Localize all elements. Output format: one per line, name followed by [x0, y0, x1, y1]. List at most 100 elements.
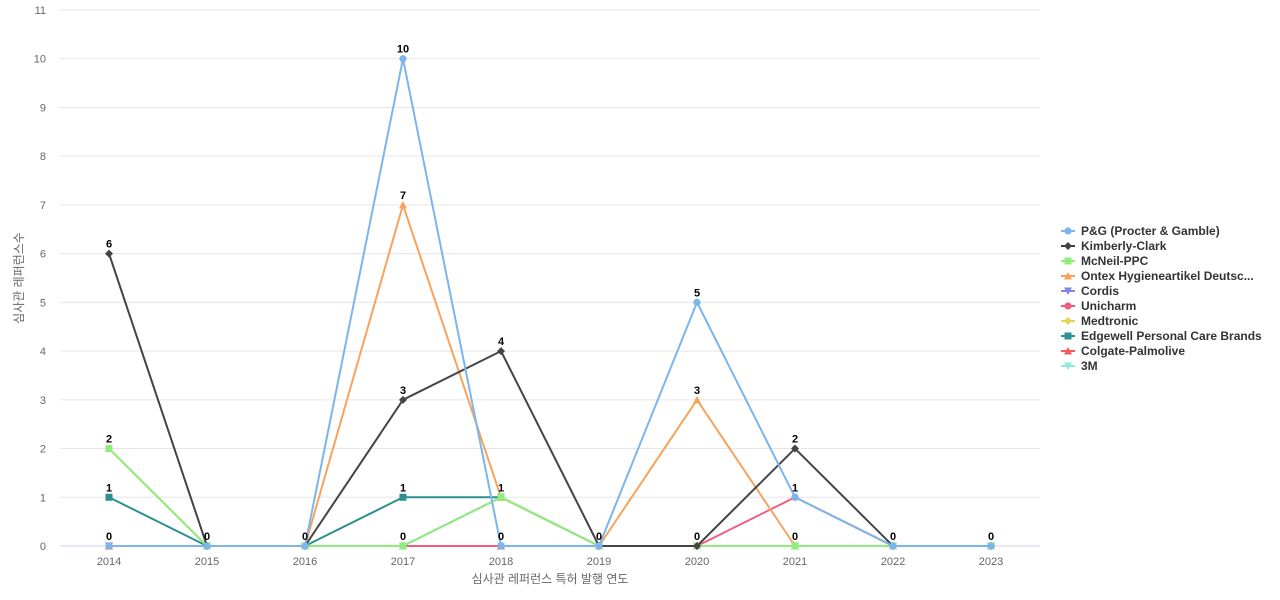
data-label: 6 [106, 239, 112, 251]
point-mcneil-ppc[interactable] [399, 542, 407, 550]
point-legend-unicharm [1064, 302, 1072, 310]
legend-label-cordis: Cordis [1081, 284, 1119, 298]
legend-label-colgate-palmolive: Colgate-Palmolive [1081, 344, 1185, 358]
point-kimberly-clark[interactable] [497, 347, 505, 356]
point-kimberly-clark[interactable] [399, 395, 407, 404]
point-legend-p-g-procter-gamble [1064, 227, 1072, 235]
point-p-g-procter-gamble[interactable] [595, 542, 603, 550]
legend-item-ontex-hygieneartikel-deutsc[interactable]: Ontex Hygieneartikel Deutsc... [1061, 269, 1254, 283]
series-line-ontex-hygieneartikel-deutsc [108, 203, 991, 547]
point-mcneil-ppc[interactable] [497, 493, 505, 501]
point-p-g-procter-gamble[interactable] [693, 298, 701, 306]
y-tick-label: 4 [40, 346, 46, 358]
point-kimberly-clark[interactable] [791, 444, 799, 453]
gridlines [60, 9, 1040, 498]
legend-label-edgewell-personal-care-brands: Edgewell Personal Care Brands [1081, 329, 1262, 343]
point-kimberly-clark[interactable] [693, 542, 701, 550]
point-ontex-hygieneartikel-deutsc[interactable] [399, 200, 407, 209]
point-p-g-procter-gamble[interactable] [497, 542, 505, 550]
data-label: 0 [204, 531, 210, 543]
legend-item-edgewell-personal-care-brands[interactable]: Edgewell Personal Care Brands [1061, 329, 1262, 343]
legend-label-kimberly-clark: Kimberly-Clark [1081, 239, 1167, 253]
point-legend-cordis [1064, 287, 1072, 295]
point-p-g-procter-gamble[interactable] [399, 55, 407, 63]
legend-label-medtronic: Medtronic [1081, 314, 1139, 328]
x-axis-title: 심사관 레퍼런스 특허 발행 연도 [472, 571, 629, 586]
data-label: 10 [397, 44, 409, 56]
x-tick-label: 2019 [587, 556, 611, 568]
point-p-g-procter-gamble[interactable] [987, 542, 995, 550]
data-label: 3 [694, 385, 700, 397]
legend-item-medtronic[interactable]: Medtronic [1061, 314, 1139, 328]
point-legend-mcneil-ppc [1064, 257, 1072, 265]
y-tick-label: 7 [40, 200, 46, 212]
data-label: 0 [792, 531, 798, 543]
point-kimberly-clark[interactable] [105, 249, 113, 258]
legend-label-mcneil-ppc: McNeil-PPC [1081, 254, 1149, 268]
y-tick-label: 9 [40, 102, 46, 114]
legend-item-p-g-procter-gamble[interactable]: P&G (Procter & Gamble) [1061, 224, 1220, 238]
data-label: 0 [890, 531, 896, 543]
point-legend-kimberly-clark [1064, 242, 1072, 250]
y-tick-label: 8 [40, 151, 46, 163]
y-tick-label: 0 [40, 541, 46, 553]
data-label: 0 [694, 531, 700, 543]
x-tick-label: 2020 [685, 556, 709, 568]
legend-item-mcneil-ppc[interactable]: McNeil-PPC [1061, 254, 1149, 268]
y-tick-label: 6 [40, 249, 46, 261]
point-legend-colgate-palmolive [1064, 347, 1072, 355]
point-p-g-procter-gamble[interactable] [791, 493, 799, 501]
point-p-g-procter-gamble[interactable] [203, 542, 211, 550]
x-tick-label: 2018 [489, 556, 513, 568]
x-tick-label: 2022 [881, 556, 905, 568]
y-axis-ticks: 0 1 2 3 4 5 6 7 8 9 10 11 [34, 5, 46, 553]
point-p-g-procter-gamble[interactable] [889, 542, 897, 550]
point-legend-edgewell-personal-care-brands [1064, 332, 1072, 340]
legend-item-unicharm[interactable]: Unicharm [1061, 299, 1136, 313]
point-edgewell-personal-care-brands[interactable] [399, 493, 407, 501]
point-legend-medtronic [1064, 317, 1072, 325]
legend-item-kimberly-clark[interactable]: Kimberly-Clark [1061, 239, 1167, 253]
point-legend-ontex-hygieneartikel-deutsc [1064, 272, 1072, 280]
legend-item-cordis[interactable]: Cordis [1061, 284, 1119, 298]
point-edgewell-personal-care-brands[interactable] [105, 493, 113, 501]
data-label: 0 [302, 531, 308, 543]
data-label: 0 [106, 531, 112, 543]
y-tick-label: 1 [40, 492, 46, 504]
x-tick-label: 2015 [195, 556, 219, 568]
data-label: 0 [400, 531, 406, 543]
y-tick-label: 2 [40, 444, 46, 456]
point-legend-3m [1064, 362, 1072, 370]
point-mcneil-ppc[interactable] [105, 445, 113, 453]
data-label: 0 [498, 531, 504, 543]
series [105, 55, 995, 550]
data-label: 5 [694, 287, 700, 299]
data-label: 1 [498, 482, 504, 494]
y-tick-label: 3 [40, 395, 46, 407]
data-label: 3 [400, 385, 406, 397]
legend-item-3m[interactable]: 3M [1061, 359, 1098, 373]
x-tick-label: 2023 [979, 556, 1003, 568]
data-label: 1 [106, 482, 112, 494]
y-axis-title: 심사관 레퍼런스수 [12, 232, 26, 324]
point-p-g-procter-gamble[interactable] [301, 542, 309, 550]
data-label: 4 [498, 336, 505, 348]
legend-label-ontex-hygieneartikel-deutsc: Ontex Hygieneartikel Deutsc... [1081, 269, 1254, 283]
y-tick-label: 11 [35, 5, 46, 17]
point-mcneil-ppc[interactable] [791, 542, 799, 550]
legend-label-p-g-procter-gamble: P&G (Procter & Gamble) [1081, 224, 1220, 238]
legend-item-colgate-palmolive[interactable]: Colgate-Palmolive [1061, 344, 1185, 358]
point-ontex-hygieneartikel-deutsc[interactable] [693, 395, 701, 404]
data-label: 0 [596, 531, 602, 543]
series-p-g-procter-gamble [105, 55, 995, 550]
x-tick-label: 2014 [97, 556, 121, 568]
point-p-g-procter-gamble[interactable] [105, 542, 113, 550]
data-label: 7 [400, 190, 406, 202]
data-label: 1 [400, 482, 406, 494]
y-tick-label: 10 [34, 54, 46, 66]
legend-label-3m: 3M [1081, 359, 1098, 373]
data-label: 2 [792, 434, 798, 446]
x-tick-label: 2016 [293, 556, 317, 568]
